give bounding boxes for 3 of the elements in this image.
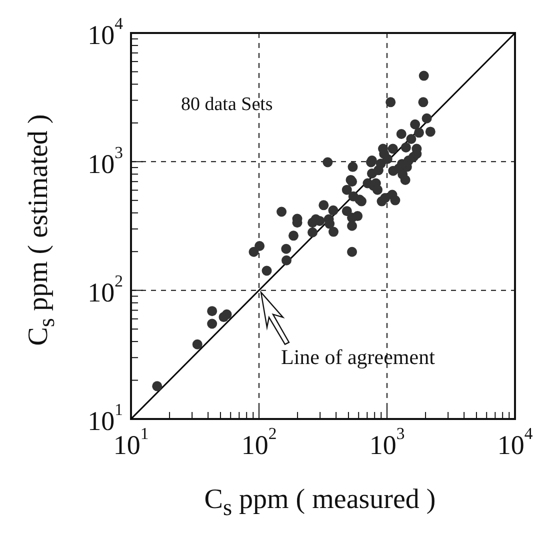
annotation: 80 data Sets [181, 94, 273, 115]
x-axis-title: C$_{s}$ ppm ( measured ) [204, 484, 436, 522]
annotation: Line of agreement [281, 344, 436, 369]
